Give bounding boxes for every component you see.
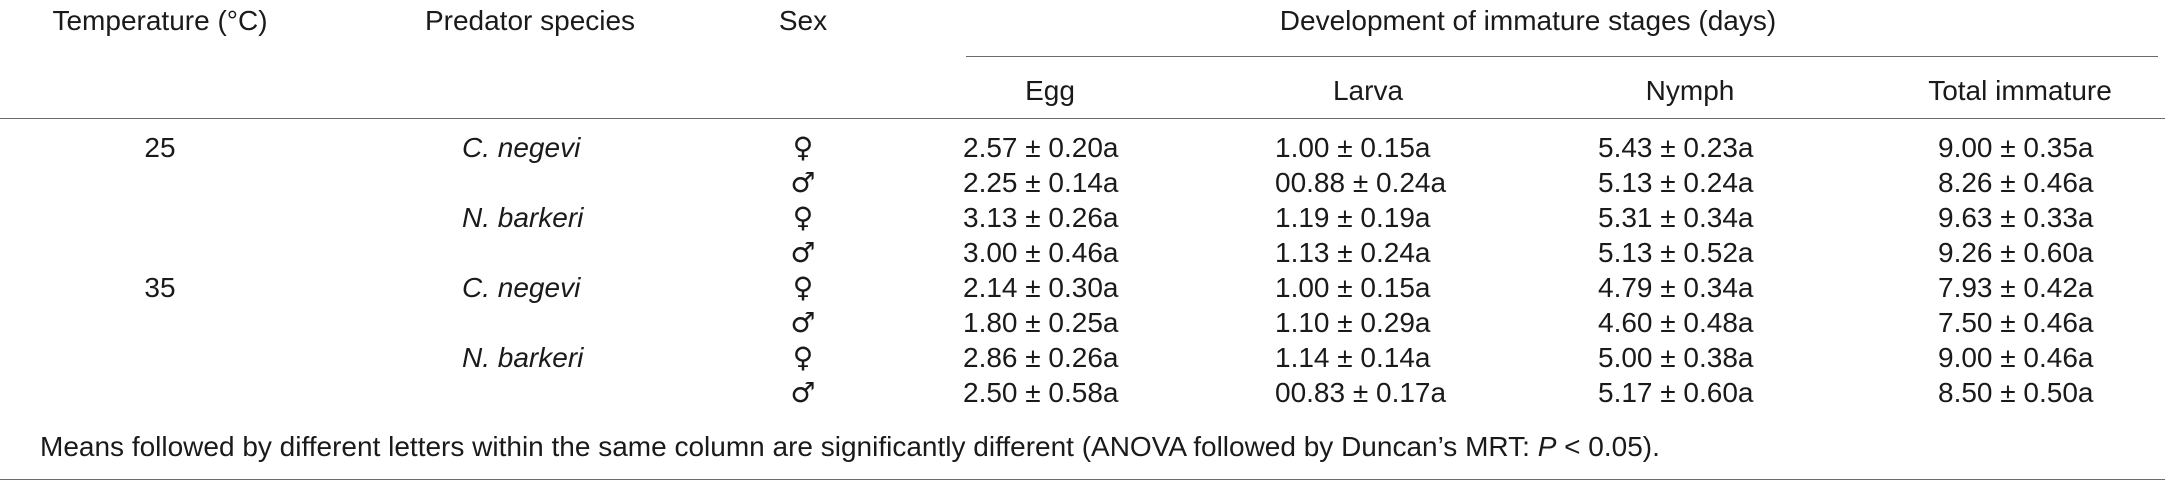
cell-larva: 1.00 ± 0.15a — [1275, 132, 1431, 163]
cell-species: C. negevi — [462, 132, 581, 163]
female-symbol-icon: ♀ — [792, 131, 814, 164]
cell-temperature: 25 — [144, 132, 176, 163]
footnote-p-symbol: P — [1537, 431, 1557, 462]
cell-total: 8.26 ± 0.46a — [1938, 167, 2094, 198]
cell-nymph: 4.60 ± 0.48a — [1598, 307, 1754, 338]
male-symbol-icon: ♂ — [790, 376, 816, 409]
cell-egg: 1.80 ± 0.25a — [963, 307, 1119, 338]
header-sex: Sex — [778, 5, 828, 36]
cell-nymph: 5.31 ± 0.34a — [1598, 202, 1754, 233]
header-egg: Egg — [1025, 75, 1075, 106]
cell-total: 9.00 ± 0.46a — [1938, 342, 2094, 373]
female-symbol-icon: ♀ — [792, 341, 814, 374]
cell-nymph: 4.79 ± 0.34a — [1598, 272, 1754, 303]
footnote-threshold: < 0.05). — [1556, 431, 1660, 462]
cell-larva: 1.00 ± 0.15a — [1275, 272, 1431, 303]
header-temperature: Temperature (°C) — [52, 5, 268, 36]
cell-nymph: 5.43 ± 0.23a — [1598, 132, 1754, 163]
male-symbol-icon: ♂ — [790, 166, 816, 199]
cell-egg: 2.14 ± 0.30a — [963, 272, 1119, 303]
cell-egg: 2.86 ± 0.26a — [963, 342, 1119, 373]
cell-nymph: 5.13 ± 0.52a — [1598, 237, 1754, 268]
cell-larva: 1.14 ± 0.14a — [1275, 342, 1431, 373]
cell-egg: 2.50 ± 0.58a — [963, 377, 1119, 408]
footnote-text: Means followed by different letters with… — [40, 431, 1538, 462]
header-rule — [0, 118, 2165, 119]
cell-total: 7.50 ± 0.46a — [1938, 307, 2094, 338]
header-larva: Larva — [1332, 75, 1404, 106]
table-footnote: Means followed by different letters with… — [40, 430, 1660, 464]
female-symbol-icon: ♀ — [792, 271, 814, 304]
header-nymph: Nymph — [1645, 75, 1735, 106]
cell-total: 9.26 ± 0.60a — [1938, 237, 2094, 268]
cell-egg: 3.13 ± 0.26a — [963, 202, 1119, 233]
header-development-group: Development of immature stages (days) — [1279, 5, 1777, 36]
cell-larva: 1.13 ± 0.24a — [1275, 237, 1431, 268]
cell-larva: 1.19 ± 0.19a — [1275, 202, 1431, 233]
cell-total: 9.63 ± 0.33a — [1938, 202, 2094, 233]
cell-species: N. barkeri — [462, 342, 584, 373]
group-header-rule — [966, 56, 2158, 57]
cell-larva: 1.10 ± 0.29a — [1275, 307, 1431, 338]
male-symbol-icon: ♂ — [790, 306, 816, 339]
cell-total: 9.00 ± 0.35a — [1938, 132, 2094, 163]
cell-larva: 00.83 ± 0.17a — [1275, 377, 1447, 408]
cell-egg: 2.25 ± 0.14a — [963, 167, 1119, 198]
bottom-rule — [0, 479, 2165, 480]
cell-total: 8.50 ± 0.50a — [1938, 377, 2094, 408]
cell-nymph: 5.13 ± 0.24a — [1598, 167, 1754, 198]
cell-larva: 00.88 ± 0.24a — [1275, 167, 1447, 198]
cell-egg: 2.57 ± 0.20a — [963, 132, 1119, 163]
cell-species: C. negevi — [462, 272, 581, 303]
cell-nymph: 5.17 ± 0.60a — [1598, 377, 1754, 408]
cell-nymph: 5.00 ± 0.38a — [1598, 342, 1754, 373]
header-total-immature: Total immature — [1928, 75, 2112, 106]
female-symbol-icon: ♀ — [792, 201, 814, 234]
cell-total: 7.93 ± 0.42a — [1938, 272, 2094, 303]
cell-egg: 3.00 ± 0.46a — [963, 237, 1119, 268]
male-symbol-icon: ♂ — [790, 236, 816, 269]
cell-temperature: 35 — [144, 272, 176, 303]
header-predator-species: Predator species — [424, 5, 636, 36]
cell-species: N. barkeri — [462, 202, 584, 233]
